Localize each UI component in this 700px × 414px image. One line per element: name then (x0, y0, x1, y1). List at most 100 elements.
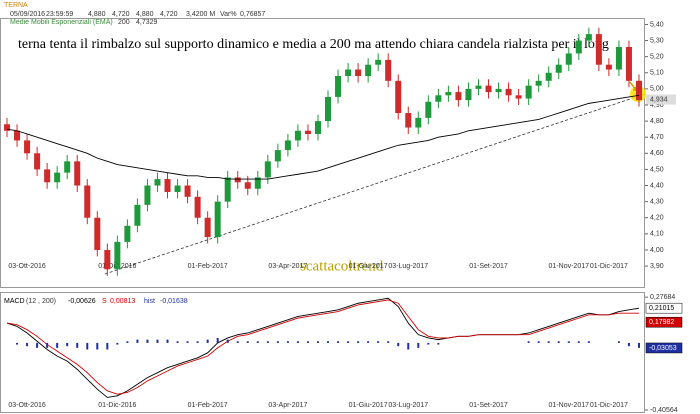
x-tick-label: 03-Lug-2017 (388, 263, 428, 270)
x-tick-label: 03-Apr-2017 (268, 402, 307, 409)
candle-body (405, 113, 412, 128)
y-tick-label: 4,10 (650, 231, 664, 238)
hist-bar (236, 341, 239, 343)
hist-bar (86, 342, 89, 350)
candle-body (4, 124, 11, 131)
hist-bar (587, 341, 590, 343)
value-tag-label: -0,03053 (649, 345, 677, 352)
candle-body (335, 75, 342, 97)
y-tick-label: 4,20 (650, 215, 664, 222)
macd-line (6, 297, 640, 398)
y-tick-label: -0,40564 (650, 407, 678, 414)
legend-name: hist (144, 298, 155, 305)
hist-bar (557, 341, 560, 343)
hist-bar (56, 342, 59, 348)
value-tag (645, 316, 683, 328)
x-tick-label: 01-Giu-2017 (349, 402, 388, 409)
candle-body (94, 217, 101, 250)
candle-body (44, 169, 51, 183)
candle-body (264, 161, 271, 178)
macd-label: MACD (4, 298, 25, 305)
y-tick-label: 4,40 (650, 182, 664, 189)
candle-body (545, 72, 552, 81)
hist-bar (96, 342, 99, 350)
hist-bar (166, 339, 169, 343)
candle-body (174, 185, 181, 192)
chart-title: terna tenta il rimbalzo sul supporto din… (18, 37, 609, 52)
candle-body (34, 153, 41, 170)
candle-body (415, 117, 422, 128)
header-field: Var% (220, 11, 237, 18)
hist-bar (186, 341, 189, 343)
hist-bar (327, 341, 330, 343)
header-field: 23:59:59 (46, 11, 73, 18)
hist-bar (397, 342, 400, 347)
hist-bar (417, 342, 420, 348)
candle-body (64, 161, 71, 173)
price-tag (646, 94, 676, 105)
macd-params: (12 , 200) (26, 298, 56, 305)
hist-bar (527, 341, 530, 343)
candle-body (425, 101, 432, 118)
candle-body (575, 40, 582, 54)
hist-bar (206, 339, 209, 343)
hist-bar (46, 342, 49, 348)
candle-body (555, 64, 562, 73)
candle-body (375, 59, 382, 65)
y-tick-label: 5,30 (650, 37, 664, 44)
hist-bar (577, 341, 580, 343)
candle-body (485, 85, 492, 93)
hist-bar (276, 341, 279, 343)
y-tick-label: 4,80 (650, 118, 664, 125)
hist-bar (427, 342, 430, 345)
candle-body (365, 64, 372, 76)
hist-bar (216, 337, 219, 343)
ema-line (6, 94, 640, 180)
y-tick-label: 5,40 (650, 21, 664, 28)
candle-body (124, 225, 131, 242)
header-field: 4,880 (136, 11, 154, 18)
hist-bar (136, 339, 139, 343)
hist-bar (377, 341, 380, 343)
candle-body (395, 80, 402, 114)
value-tag (645, 302, 683, 314)
x-tick-label: 01-Feb-2017 (188, 402, 228, 409)
ema-last: 4,7329 (136, 19, 158, 26)
candle-body (184, 185, 191, 197)
symbol: TERNA (4, 2, 28, 9)
legend-value: -0,00626 (68, 298, 96, 305)
hist-bar (537, 341, 540, 343)
value-tag-label: 0,21015 (649, 305, 674, 312)
value-tag (645, 342, 683, 354)
hist-bar (266, 341, 269, 343)
candle-body (615, 46, 622, 70)
candle-body (224, 177, 231, 202)
y-tick-label: 0,27684 (650, 294, 675, 301)
candle-body (234, 177, 241, 183)
hist-bar (156, 339, 159, 343)
y-tick-label: 4,90 (650, 102, 664, 109)
hist-bar (106, 342, 109, 350)
candle-body (104, 249, 111, 270)
header-field: 05/09/2016 (10, 11, 45, 18)
price-tag-label: 4,934 (650, 96, 668, 103)
hist-bar (286, 341, 289, 343)
hist-bar (196, 341, 199, 343)
watermark: scattacoltrend (300, 258, 384, 274)
legend-value: -0,01638 (160, 298, 188, 305)
x-tick-label: 01-Dic-2017 (590, 402, 628, 409)
hist-bar (296, 341, 299, 343)
candle-body (475, 85, 482, 89)
candle-body (244, 182, 251, 189)
candle-body (465, 88, 472, 101)
hist-bar (26, 342, 29, 347)
y-tick-label: 5,20 (650, 54, 664, 61)
candle-body (84, 185, 91, 218)
header-field: 3,4200 M (186, 11, 215, 18)
x-tick-label: 01-Nov-2017 (549, 263, 590, 270)
x-tick-label: 03-Lug-2017 (388, 402, 428, 409)
hist-bar (226, 339, 229, 343)
header-field: 4,720 (112, 11, 130, 18)
legend-name: S (102, 298, 107, 305)
